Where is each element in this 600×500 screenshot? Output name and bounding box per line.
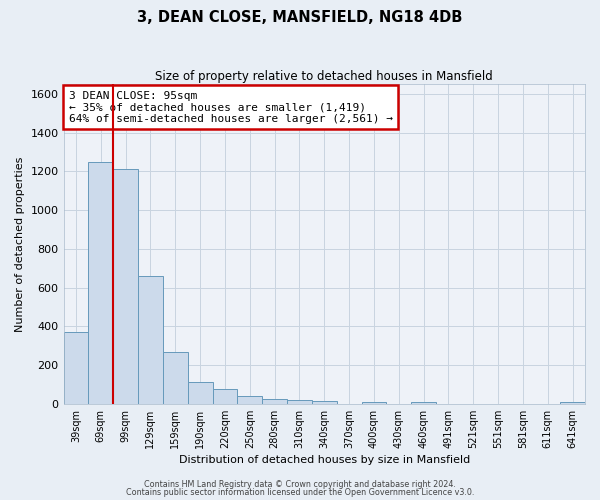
Bar <box>88 162 113 404</box>
Title: Size of property relative to detached houses in Mansfield: Size of property relative to detached ho… <box>155 70 493 83</box>
Y-axis label: Number of detached properties: Number of detached properties <box>15 156 25 332</box>
Text: Contains public sector information licensed under the Open Government Licence v3: Contains public sector information licen… <box>126 488 474 497</box>
Bar <box>411 402 436 404</box>
Bar <box>212 390 238 404</box>
X-axis label: Distribution of detached houses by size in Mansfield: Distribution of detached houses by size … <box>179 455 470 465</box>
Text: 3 DEAN CLOSE: 95sqm
← 35% of detached houses are smaller (1,419)
64% of semi-det: 3 DEAN CLOSE: 95sqm ← 35% of detached ho… <box>69 90 393 124</box>
Bar <box>560 402 585 404</box>
Bar <box>312 401 337 404</box>
Bar <box>138 276 163 404</box>
Bar <box>238 396 262 404</box>
Bar <box>287 400 312 404</box>
Bar <box>113 170 138 404</box>
Bar <box>262 399 287 404</box>
Bar <box>188 382 212 404</box>
Bar <box>64 332 88 404</box>
Bar <box>163 352 188 404</box>
Text: 3, DEAN CLOSE, MANSFIELD, NG18 4DB: 3, DEAN CLOSE, MANSFIELD, NG18 4DB <box>137 10 463 25</box>
Text: Contains HM Land Registry data © Crown copyright and database right 2024.: Contains HM Land Registry data © Crown c… <box>144 480 456 489</box>
Bar <box>362 402 386 404</box>
